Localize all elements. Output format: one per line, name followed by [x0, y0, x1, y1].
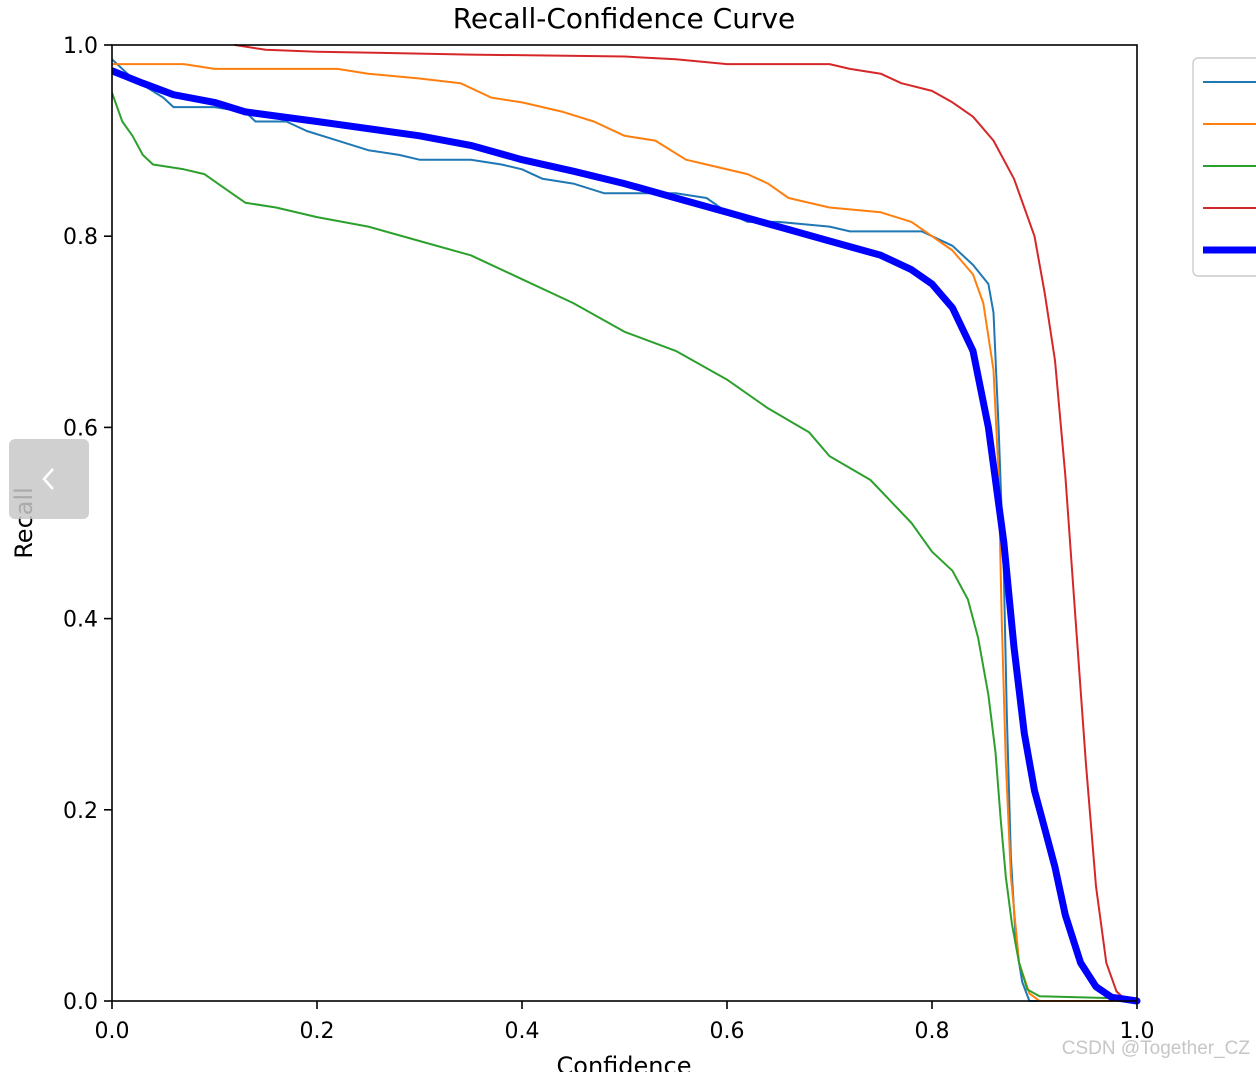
series-line-3	[112, 91, 1138, 1002]
x-tick-label-0: 0.0	[95, 1019, 130, 1044]
x-tick-label-1: 0.2	[300, 1019, 335, 1044]
x-tick-label-5: 1.0	[1120, 1019, 1155, 1044]
plot-frame	[111, 44, 1138, 1002]
back-button[interactable]	[9, 439, 89, 519]
y-tick-label-3: 0.6	[63, 416, 98, 441]
series-line-2	[112, 63, 1138, 1002]
x-axis-label: Confidence	[557, 1052, 692, 1072]
x-tick-label-2: 0.4	[505, 1019, 540, 1044]
y-tick-label-2: 0.4	[63, 608, 98, 633]
legend	[1192, 57, 1256, 277]
chart-title: Recall-Confidence Curve	[453, 2, 796, 35]
series-line-1	[112, 58, 1138, 1002]
y-tick-label-4: 0.8	[63, 225, 98, 250]
x-tick-label-4: 0.8	[915, 1019, 950, 1044]
series-line-5	[112, 67, 1141, 1005]
x-axis: 0.0 0.2 0.4 0.6 0.8 1.0	[95, 1001, 1155, 1044]
y-tick-label-5: 1.0	[63, 34, 98, 59]
series-layer	[112, 44, 1141, 1005]
series-line-4	[234, 44, 1138, 1002]
watermark: CSDN @Together_CZ	[1061, 1038, 1250, 1059]
chevron-left-icon	[42, 468, 54, 490]
y-axis: 0.0 0.2 0.4 0.6 0.8 1.0	[63, 34, 112, 1015]
y-tick-label-0: 0.0	[63, 990, 98, 1015]
y-tick-label-1: 0.2	[63, 799, 98, 824]
x-tick-label-3: 0.6	[710, 1019, 745, 1044]
